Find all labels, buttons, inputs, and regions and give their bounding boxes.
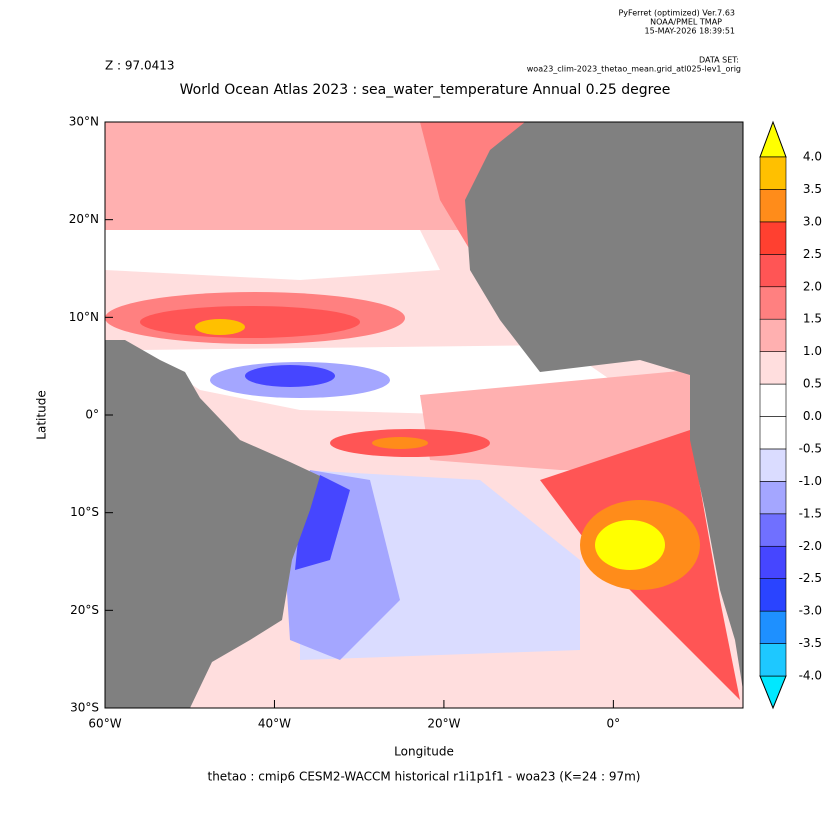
dataset: woa23_clim-2023_thetao_mean.grid_atl025-… (527, 65, 741, 74)
dataset-label: DATA SET: (699, 56, 739, 65)
y-tick-label: 20°N (69, 212, 99, 226)
y-tick-label: 20°S (70, 603, 99, 617)
land (105, 340, 320, 708)
colorbar-box (759, 513, 787, 547)
colorbar-label: -1.5 (799, 506, 822, 520)
y-tick-label: 30°N (69, 115, 99, 129)
colorbar-box (759, 643, 787, 677)
colorbar-box (759, 189, 787, 223)
warm-area (105, 122, 520, 230)
caption: thetao : cmip6 CESM2-WACCM historical r1… (208, 770, 641, 784)
timestamp: 15-MAY-2026 18:39:51 (645, 27, 735, 36)
colorbar-box (759, 481, 787, 515)
colorbar-label: -4.0 (799, 669, 822, 683)
colorbar-label: 3.5 (803, 182, 822, 196)
colorbar-label: -0.5 (799, 441, 822, 455)
colorbar-box (759, 416, 787, 450)
field (105, 122, 743, 708)
colorbar-box (759, 254, 787, 288)
colorbar-arrow (759, 675, 787, 710)
colorbar-label: 1.5 (803, 312, 822, 326)
y-axis-label: Latitude (35, 390, 49, 439)
cool-area (295, 475, 350, 570)
x-tick-label: 0° (607, 717, 621, 731)
colorbar-label: 0.5 (803, 377, 822, 391)
colorbar-box (759, 545, 787, 579)
colorbar-box (759, 448, 787, 482)
x-tick-label: 20°W (427, 717, 460, 731)
colorbar-box (759, 610, 787, 644)
colorbar-box (759, 286, 787, 320)
colorbar-label: -2.0 (799, 539, 822, 553)
colorbar-label: 0.0 (803, 409, 822, 423)
institution: NOAA/PMEL TMAP (650, 18, 722, 27)
colorbar-box (759, 351, 787, 385)
y-tick-label: 10°N (69, 310, 99, 324)
colorbar-box (759, 578, 787, 612)
z-label: Z : 97.0413 (105, 59, 175, 73)
warm-area (372, 437, 428, 449)
software: PyFerret (optimized) Ver.7.63 (618, 9, 735, 18)
colorbar-box (759, 156, 787, 190)
colorbar-label: 3.0 (803, 214, 822, 228)
colorbar-label: 1.0 (803, 344, 822, 358)
colorbar-label: 2.5 (803, 247, 822, 261)
chart-title: World Ocean Atlas 2023 : sea_water_tempe… (180, 82, 671, 98)
y-tick-label: 0° (85, 408, 99, 422)
y-tick-label: 10°S (70, 505, 99, 519)
colorbar-label: -2.5 (799, 571, 822, 585)
colorbar-box (759, 221, 787, 255)
colorbar-box (759, 318, 787, 352)
warm-area (420, 370, 700, 470)
colorbar-label: 2.0 (803, 279, 822, 293)
colorbar-label: -1.0 (799, 474, 822, 488)
warm-area (140, 306, 360, 338)
cool-area (245, 365, 335, 387)
colorbar-arrow (759, 120, 787, 158)
x-tick-label: 60°W (88, 717, 121, 731)
x-axis-label: Longitude (394, 745, 454, 759)
y-tick-label: 30°S (70, 701, 99, 715)
colorbar-box (759, 383, 787, 417)
warm-area (195, 319, 245, 335)
colorbar-label: 4.0 (803, 150, 822, 164)
colorbar-label: -3.0 (799, 604, 822, 618)
colorbar-label: -3.5 (799, 636, 822, 650)
warm-area (595, 520, 665, 570)
neutral-area (105, 230, 440, 280)
land (465, 122, 743, 690)
x-tick-label: 40°W (258, 717, 291, 731)
